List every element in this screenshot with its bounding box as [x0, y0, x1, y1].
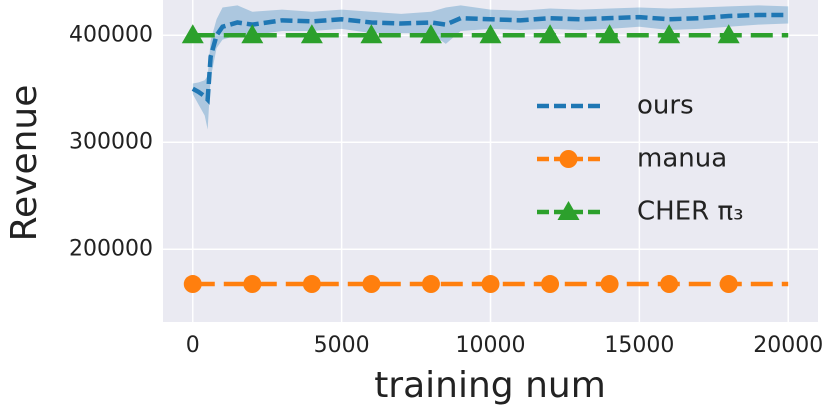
y-tick-label: 200000 — [69, 236, 153, 261]
marker — [479, 24, 502, 44]
x-tick-label: 20000 — [753, 333, 823, 358]
y-tick-label: 300000 — [69, 129, 153, 154]
marker — [541, 275, 560, 294]
x-tick-label: 10000 — [456, 333, 526, 358]
marker — [362, 275, 381, 294]
legend: ours manua CHER π₃ — [537, 91, 744, 227]
x-tick-label: 0 — [186, 333, 200, 358]
x-axis-label: training num — [374, 365, 606, 406]
marker — [300, 24, 323, 44]
legend-marker — [559, 150, 578, 168]
marker — [598, 24, 621, 44]
legend-label: manua — [637, 144, 727, 174]
marker — [243, 275, 262, 294]
series-line — [191, 12, 789, 105]
marker — [302, 275, 321, 294]
marker — [183, 275, 202, 294]
y-axis-label: Revenue — [4, 85, 45, 242]
x-tick-label: 5000 — [314, 333, 370, 358]
marker — [419, 24, 442, 44]
legend-marker — [557, 201, 580, 220]
legend-label: CHER π₃ — [637, 197, 744, 227]
x-tick-label: 15000 — [604, 333, 674, 358]
marker — [660, 275, 679, 294]
marker — [181, 24, 204, 44]
legend-label: ours — [637, 91, 694, 121]
marker — [481, 275, 500, 294]
marker — [719, 275, 738, 294]
marker — [241, 24, 264, 44]
marker — [600, 275, 619, 294]
marker — [360, 24, 383, 44]
y-tick-label: 400000 — [69, 22, 153, 47]
marker — [658, 24, 681, 44]
marker — [717, 24, 740, 44]
marker — [421, 275, 440, 294]
marker — [539, 24, 562, 44]
